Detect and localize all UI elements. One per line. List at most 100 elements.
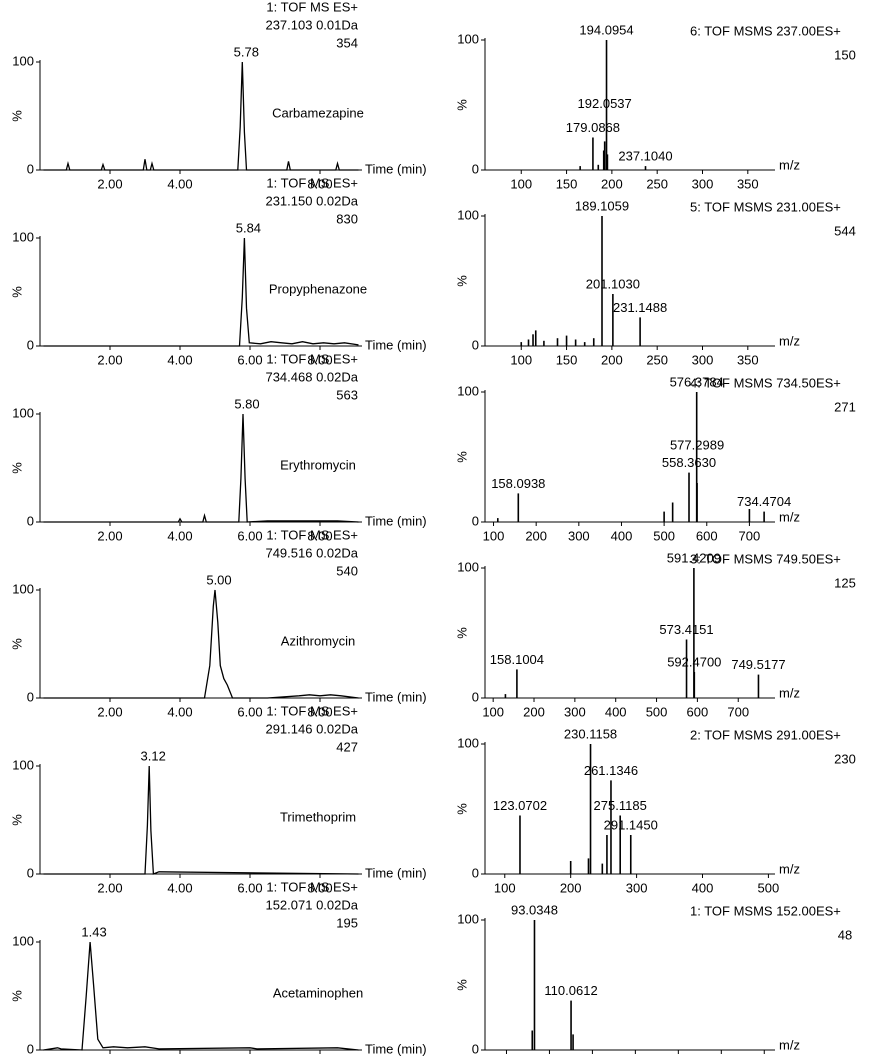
- x-tick-label: 6.00: [237, 704, 262, 719]
- peak-label: 237.1040: [618, 149, 672, 164]
- y-tick-label: 100: [12, 405, 34, 420]
- y-axis-label: %: [454, 451, 469, 463]
- trace-header: 1: TOF MS ES+: [266, 175, 358, 190]
- y-tick-label: 0: [472, 689, 479, 704]
- compound-name: Propyphenazone: [269, 281, 367, 296]
- y-tick-label: 100: [457, 735, 479, 750]
- compound-name: Acetaminophen: [273, 985, 363, 1000]
- peak-label: 291.1450: [604, 817, 658, 832]
- x-tick-label: 4.00: [167, 1056, 192, 1059]
- trace: [43, 237, 359, 347]
- x-tick-label: 120: [582, 1056, 604, 1059]
- peak-label: 201.1030: [586, 276, 640, 291]
- x-tick-label: 4.00: [167, 704, 192, 719]
- y-tick-label: 0: [472, 513, 479, 528]
- trace-header: 830: [336, 211, 358, 226]
- peak-label: 192.0537: [578, 96, 632, 111]
- x-tick-label: 2.00: [97, 528, 122, 543]
- y-axis-label: %: [9, 990, 24, 1002]
- trace-header: 1: TOF MS ES+: [266, 879, 358, 894]
- trace-header: 195: [336, 915, 358, 930]
- y-axis-label: %: [454, 979, 469, 991]
- y-axis-label: %: [9, 110, 24, 122]
- y-axis-label: %: [454, 803, 469, 815]
- trace-header: 563: [336, 387, 358, 402]
- trace-header: 152.071 0.02Da: [265, 897, 358, 912]
- y-tick-label: 0: [27, 689, 34, 704]
- peak-label: 123.0702: [493, 798, 547, 813]
- x-tick-label: 4.00: [167, 352, 192, 367]
- peak-label: 1.43: [81, 924, 106, 939]
- x-tick-label: 100: [482, 704, 504, 719]
- y-tick-label: 100: [12, 53, 34, 68]
- peak-label: 5.80: [234, 396, 259, 411]
- x-tick-label: 100: [483, 528, 505, 543]
- x-tick-label: 250: [646, 352, 668, 367]
- x-axis-label: Time (min): [365, 689, 427, 704]
- y-tick-label: 0: [472, 337, 479, 352]
- x-tick-label: 2.00: [97, 880, 122, 895]
- y-axis-label: %: [9, 462, 24, 474]
- peak-label: 189.1059: [575, 198, 629, 213]
- x-tick-label: 100: [510, 176, 532, 191]
- y-axis-label: %: [454, 99, 469, 111]
- y-tick-label: 0: [27, 161, 34, 176]
- peak-label: 573.4151: [659, 622, 713, 637]
- spectrum-header: 5: TOF MSMS 231.00ES+: [690, 199, 841, 214]
- x-tick-label: 4.00: [167, 176, 192, 191]
- x-tick-label: 2.00: [97, 1056, 122, 1059]
- y-tick-label: 100: [12, 933, 34, 948]
- x-tick-label: 500: [646, 704, 668, 719]
- x-tick-label: 300: [564, 704, 586, 719]
- spectrum-header: 1: TOF MSMS 152.00ES+: [690, 903, 841, 918]
- x-tick-label: 300: [568, 528, 590, 543]
- trace: [43, 61, 359, 171]
- peak-label: 194.0954: [579, 22, 633, 37]
- x-tick-label: 140: [625, 1056, 647, 1059]
- x-tick-label: 300: [626, 880, 648, 895]
- x-axis-label: Time (min): [365, 513, 427, 528]
- peak-label: 5.84: [236, 220, 261, 235]
- y-axis-label: %: [9, 814, 24, 826]
- peak-label: 110.0612: [544, 983, 597, 998]
- y-tick-label: 100: [457, 207, 479, 222]
- peak-label: 158.0938: [491, 476, 545, 491]
- x-tick-label: 200: [601, 352, 623, 367]
- x-tick-label: 4.00: [167, 528, 192, 543]
- trace-header: 427: [336, 739, 358, 754]
- x-tick-label: 6.00: [237, 352, 262, 367]
- spectrum-scale: 230: [834, 751, 856, 766]
- y-axis-label: %: [9, 286, 24, 298]
- x-tick-label: 200: [753, 1056, 775, 1059]
- x-tick-label: 600: [696, 528, 718, 543]
- trace-header: 1: TOF MS ES+: [266, 703, 358, 718]
- y-tick-label: 0: [27, 337, 34, 352]
- spectrum-header: 4: TOF MSMS 734.50ES+: [690, 375, 841, 390]
- x-tick-label: 400: [605, 704, 627, 719]
- peak-label: 261.1346: [584, 763, 638, 778]
- peak-label: 158.1004: [490, 652, 544, 667]
- trace-header: 1: TOF MS ES+: [266, 0, 358, 14]
- spectrum-scale: 271: [834, 399, 856, 414]
- x-tick-label: 8.00: [307, 352, 332, 367]
- x-axis-label: m/z: [779, 1037, 800, 1052]
- y-tick-label: 0: [27, 1041, 34, 1056]
- peak-label: 231.1488: [613, 300, 667, 315]
- x-tick-label: 200: [523, 704, 545, 719]
- trace: [43, 765, 359, 875]
- x-tick-label: 250: [646, 176, 668, 191]
- spectrum-header: 2: TOF MSMS 291.00ES+: [690, 727, 841, 742]
- x-tick-label: 100: [539, 1056, 561, 1059]
- y-tick-label: 100: [457, 911, 479, 926]
- spectrum-scale: 544: [834, 223, 856, 238]
- y-axis-label: %: [454, 627, 469, 639]
- trace-header: 291.146 0.02Da: [265, 721, 358, 736]
- x-tick-label: 700: [739, 528, 761, 543]
- peak-label: 5.00: [206, 572, 231, 587]
- x-tick-label: 300: [692, 176, 714, 191]
- peak-label: 5.78: [234, 44, 259, 59]
- x-tick-label: 80: [499, 1056, 513, 1059]
- x-tick-label: 2.00: [97, 704, 122, 719]
- spectrum-header: 3: TOF MSMS 749.50ES+: [690, 551, 841, 566]
